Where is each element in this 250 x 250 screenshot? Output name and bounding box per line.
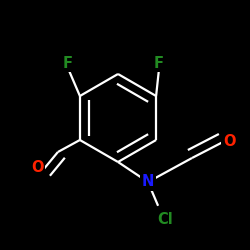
Text: F: F bbox=[154, 56, 164, 70]
Text: F: F bbox=[63, 56, 73, 70]
Text: O: O bbox=[223, 134, 235, 150]
Text: Cl: Cl bbox=[157, 212, 173, 228]
Text: O: O bbox=[31, 160, 43, 176]
Text: N: N bbox=[142, 174, 154, 190]
